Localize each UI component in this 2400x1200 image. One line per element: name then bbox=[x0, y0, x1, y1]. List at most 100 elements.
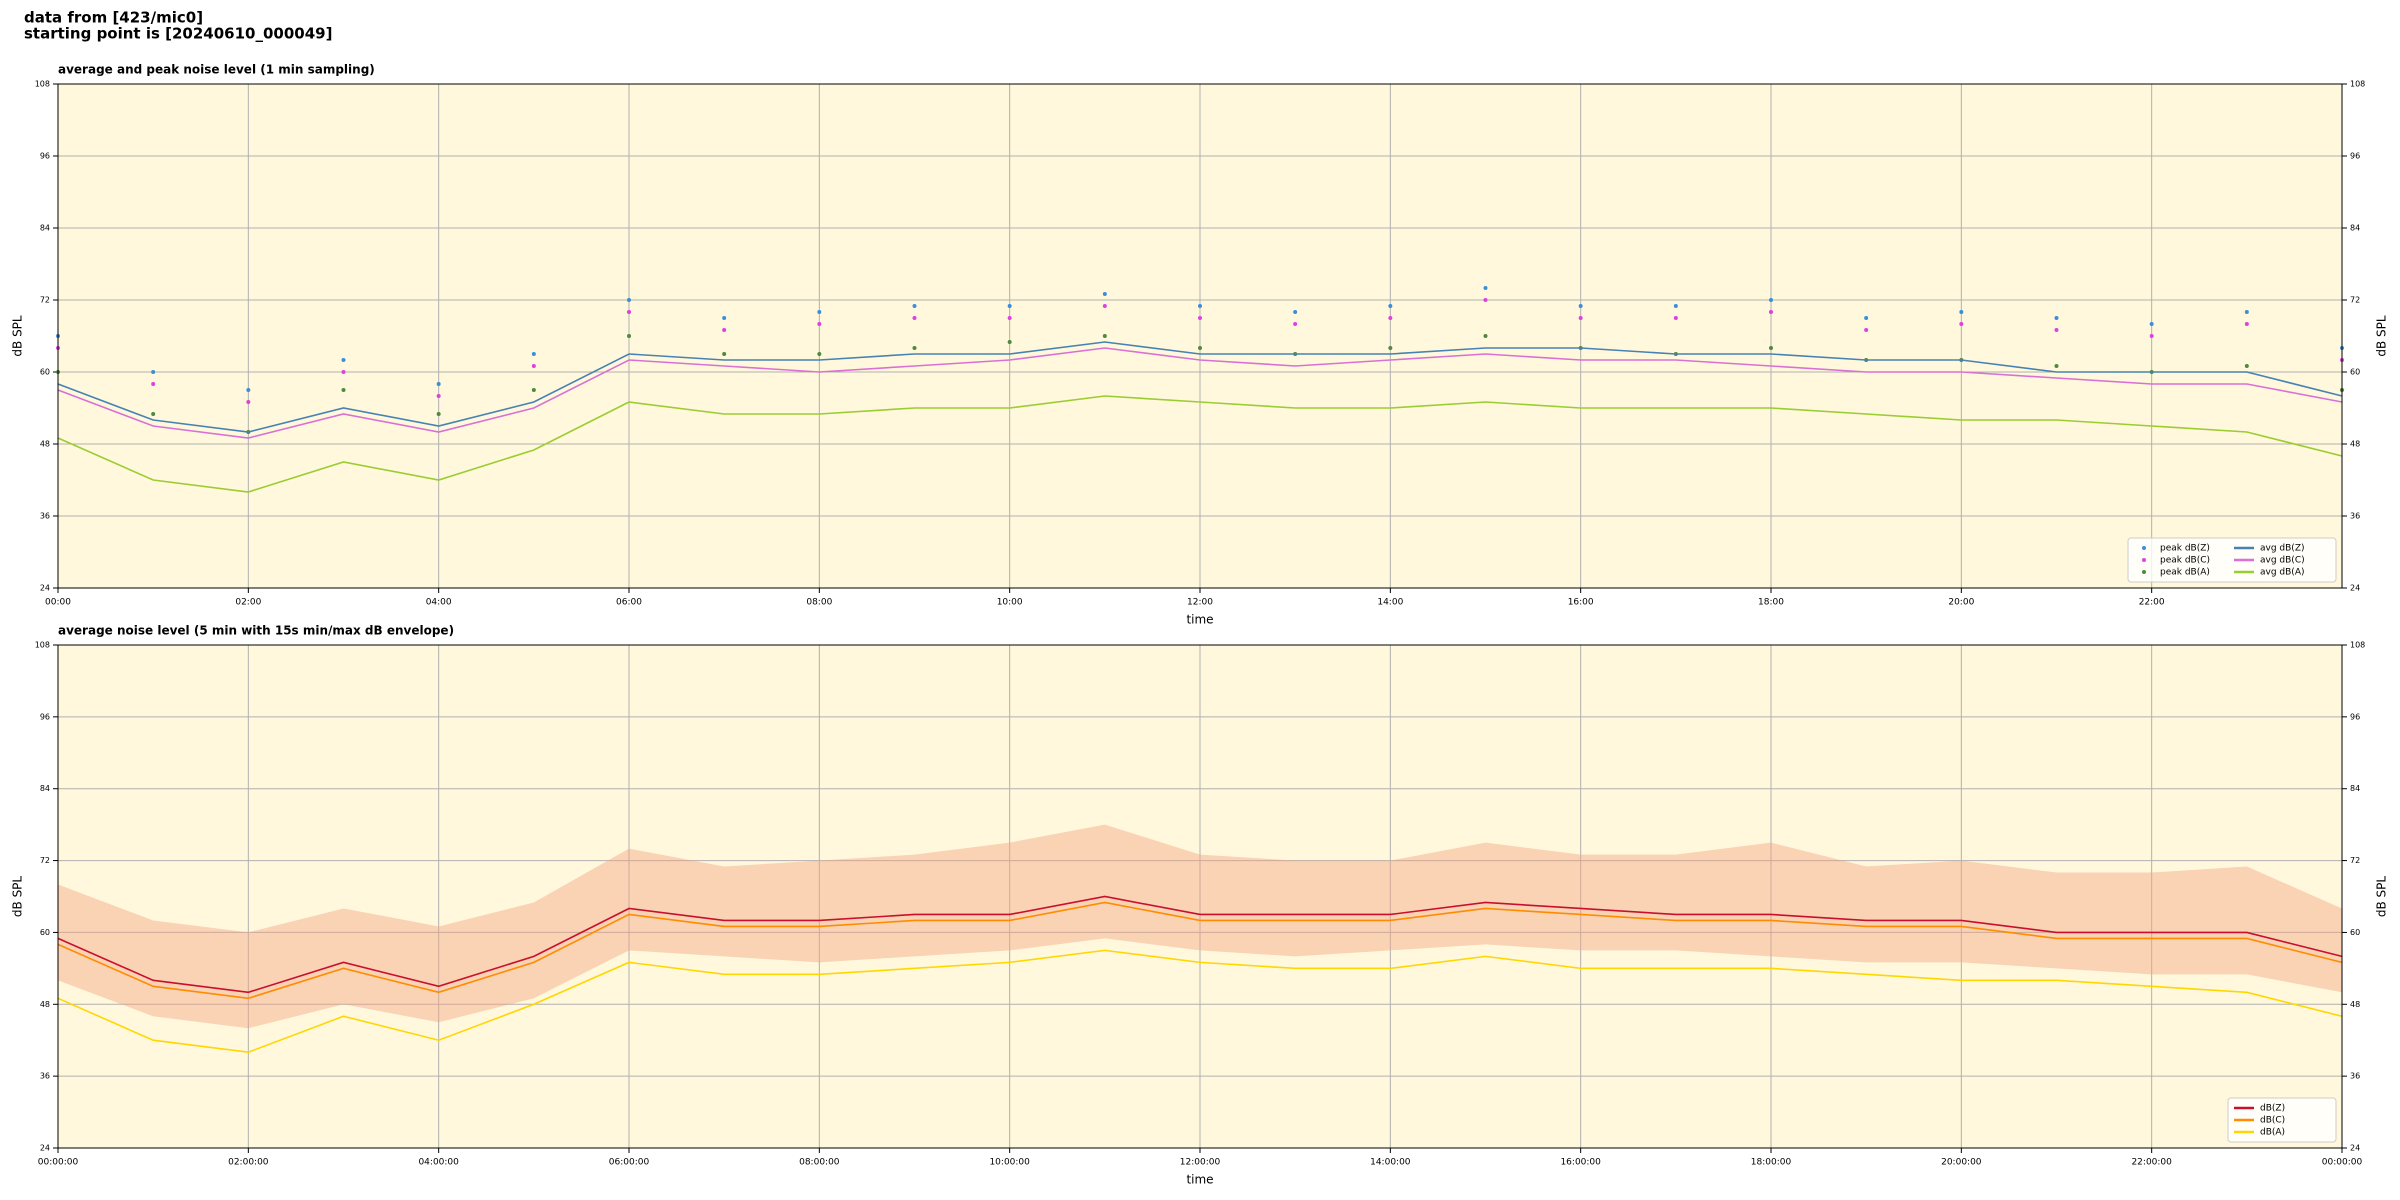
x-axis-label: time bbox=[1186, 613, 1213, 627]
y-axis-label: dB SPL bbox=[2375, 315, 2389, 357]
peak-point bbox=[1483, 298, 1488, 302]
y-axis-label: dB SPL bbox=[11, 876, 25, 918]
y-tick-label: 48 bbox=[40, 440, 50, 449]
peak-point bbox=[1673, 304, 1678, 308]
peak-point bbox=[531, 364, 536, 368]
x-tick-label: 04:00:00 bbox=[418, 1158, 459, 1168]
peak-point bbox=[1102, 334, 1107, 338]
series-line bbox=[57, 949, 2343, 1054]
peak-point bbox=[1198, 316, 1202, 320]
peak-point bbox=[912, 304, 917, 308]
y-tick-label: 36 bbox=[2350, 1072, 2360, 1081]
peak-point bbox=[1102, 292, 1107, 296]
peak-point bbox=[341, 370, 346, 374]
x-tick-label: 14:00:00 bbox=[1370, 1158, 1411, 1168]
peak-point bbox=[1864, 328, 1869, 332]
peak-point bbox=[1102, 304, 1107, 308]
x-tick-label: 16:00:00 bbox=[1560, 1158, 1601, 1168]
peak-point bbox=[1673, 316, 1678, 320]
peak-point bbox=[2054, 364, 2059, 368]
y-tick-label: 72 bbox=[40, 856, 50, 865]
peak-point bbox=[722, 328, 727, 332]
envelope bbox=[58, 824, 2342, 1029]
y-tick-label: 60 bbox=[2350, 928, 2360, 937]
peak-point bbox=[1483, 286, 1488, 290]
plot-frame bbox=[57, 83, 2343, 589]
y-tick-label: 96 bbox=[40, 152, 50, 161]
x-tick-label: 00:00 bbox=[45, 598, 71, 608]
y-tick-label: 108 bbox=[35, 641, 50, 650]
peak-point bbox=[627, 334, 631, 338]
x-tick-label: 18:00:00 bbox=[1751, 1158, 1792, 1168]
peak-point bbox=[436, 394, 441, 398]
peak-point bbox=[1769, 346, 1773, 350]
x-tick-label: 22:00:00 bbox=[2131, 1158, 2172, 1168]
peak-point bbox=[1959, 310, 1964, 314]
x-tick-label: 06:00 bbox=[616, 598, 642, 608]
peak-point bbox=[1959, 322, 1964, 326]
legend-marker bbox=[2142, 570, 2146, 574]
y-tick-label: 72 bbox=[2350, 856, 2360, 865]
legend-label: avg dB(A) bbox=[2260, 568, 2304, 578]
x-tick-label: 08:00 bbox=[806, 598, 832, 608]
y-tick-label: 60 bbox=[40, 368, 50, 377]
y-tick-label: 96 bbox=[2350, 152, 2360, 161]
legend-label: dB(C) bbox=[2260, 1116, 2285, 1126]
header-line: data from [423/mic0] bbox=[24, 9, 203, 27]
header-line: starting point is [20240610_000049] bbox=[24, 25, 332, 43]
peak-point bbox=[2149, 322, 2154, 326]
peak-point bbox=[2244, 364, 2249, 368]
peak-point bbox=[1388, 346, 1393, 350]
series-line bbox=[57, 895, 2343, 994]
peak-point bbox=[1769, 298, 1773, 302]
y-tick-label: 96 bbox=[40, 712, 50, 721]
chart-title: average noise level (5 min with 15s min/… bbox=[58, 624, 454, 638]
x-tick-label: 14:00 bbox=[1377, 598, 1403, 608]
x-tick-label: 10:00 bbox=[997, 598, 1023, 608]
y-tick-label: 60 bbox=[40, 928, 50, 937]
y-tick-label: 84 bbox=[40, 224, 50, 233]
y-tick-label: 84 bbox=[40, 784, 50, 793]
peak-point bbox=[2244, 310, 2249, 314]
peak-point bbox=[436, 412, 441, 416]
y-tick-label: 84 bbox=[2350, 224, 2360, 233]
plot-frame bbox=[57, 644, 2343, 1149]
peak-point bbox=[1007, 304, 1012, 308]
legend-marker bbox=[2142, 546, 2146, 550]
peak-point bbox=[627, 298, 631, 302]
x-tick-label: 12:00 bbox=[1187, 598, 1213, 608]
y-tick-label: 72 bbox=[40, 296, 50, 305]
legend-label: peak dB(A) bbox=[2160, 568, 2210, 578]
y-tick-label: 48 bbox=[2350, 440, 2360, 449]
peak-point bbox=[2149, 334, 2154, 338]
peak-point bbox=[1198, 346, 1202, 350]
peak-point bbox=[1769, 310, 1773, 314]
legend-label: avg dB(Z) bbox=[2260, 544, 2305, 554]
legend-label: avg dB(C) bbox=[2260, 556, 2305, 566]
peak-point bbox=[531, 352, 536, 356]
peak-point bbox=[912, 346, 917, 350]
peak-point bbox=[1293, 322, 1298, 326]
peak-point bbox=[722, 316, 727, 320]
peak-point bbox=[151, 370, 156, 374]
legend-label: peak dB(Z) bbox=[2160, 544, 2210, 554]
peak-point bbox=[151, 412, 156, 416]
y-tick-label: 84 bbox=[2350, 784, 2360, 793]
peak-point bbox=[1388, 316, 1393, 320]
y-axis-label: dB SPL bbox=[2375, 876, 2389, 918]
legend-label: peak dB(C) bbox=[2160, 556, 2210, 566]
x-tick-label: 22:00 bbox=[2139, 598, 2165, 608]
legend-marker bbox=[2142, 558, 2146, 562]
y-tick-label: 24 bbox=[2350, 584, 2360, 593]
y-tick-label: 72 bbox=[2350, 296, 2360, 305]
x-tick-label: 02:00 bbox=[235, 598, 261, 608]
peak-point bbox=[2054, 316, 2059, 320]
peak-point bbox=[817, 352, 822, 356]
peak-point bbox=[1198, 304, 1202, 308]
peak-point bbox=[1293, 310, 1298, 314]
x-tick-label: 00:00:00 bbox=[38, 1158, 79, 1168]
y-axis-label: dB SPL bbox=[11, 315, 25, 357]
x-tick-label: 18:00 bbox=[1758, 598, 1784, 608]
peak-point bbox=[1007, 316, 1012, 320]
peak-point bbox=[341, 388, 346, 392]
